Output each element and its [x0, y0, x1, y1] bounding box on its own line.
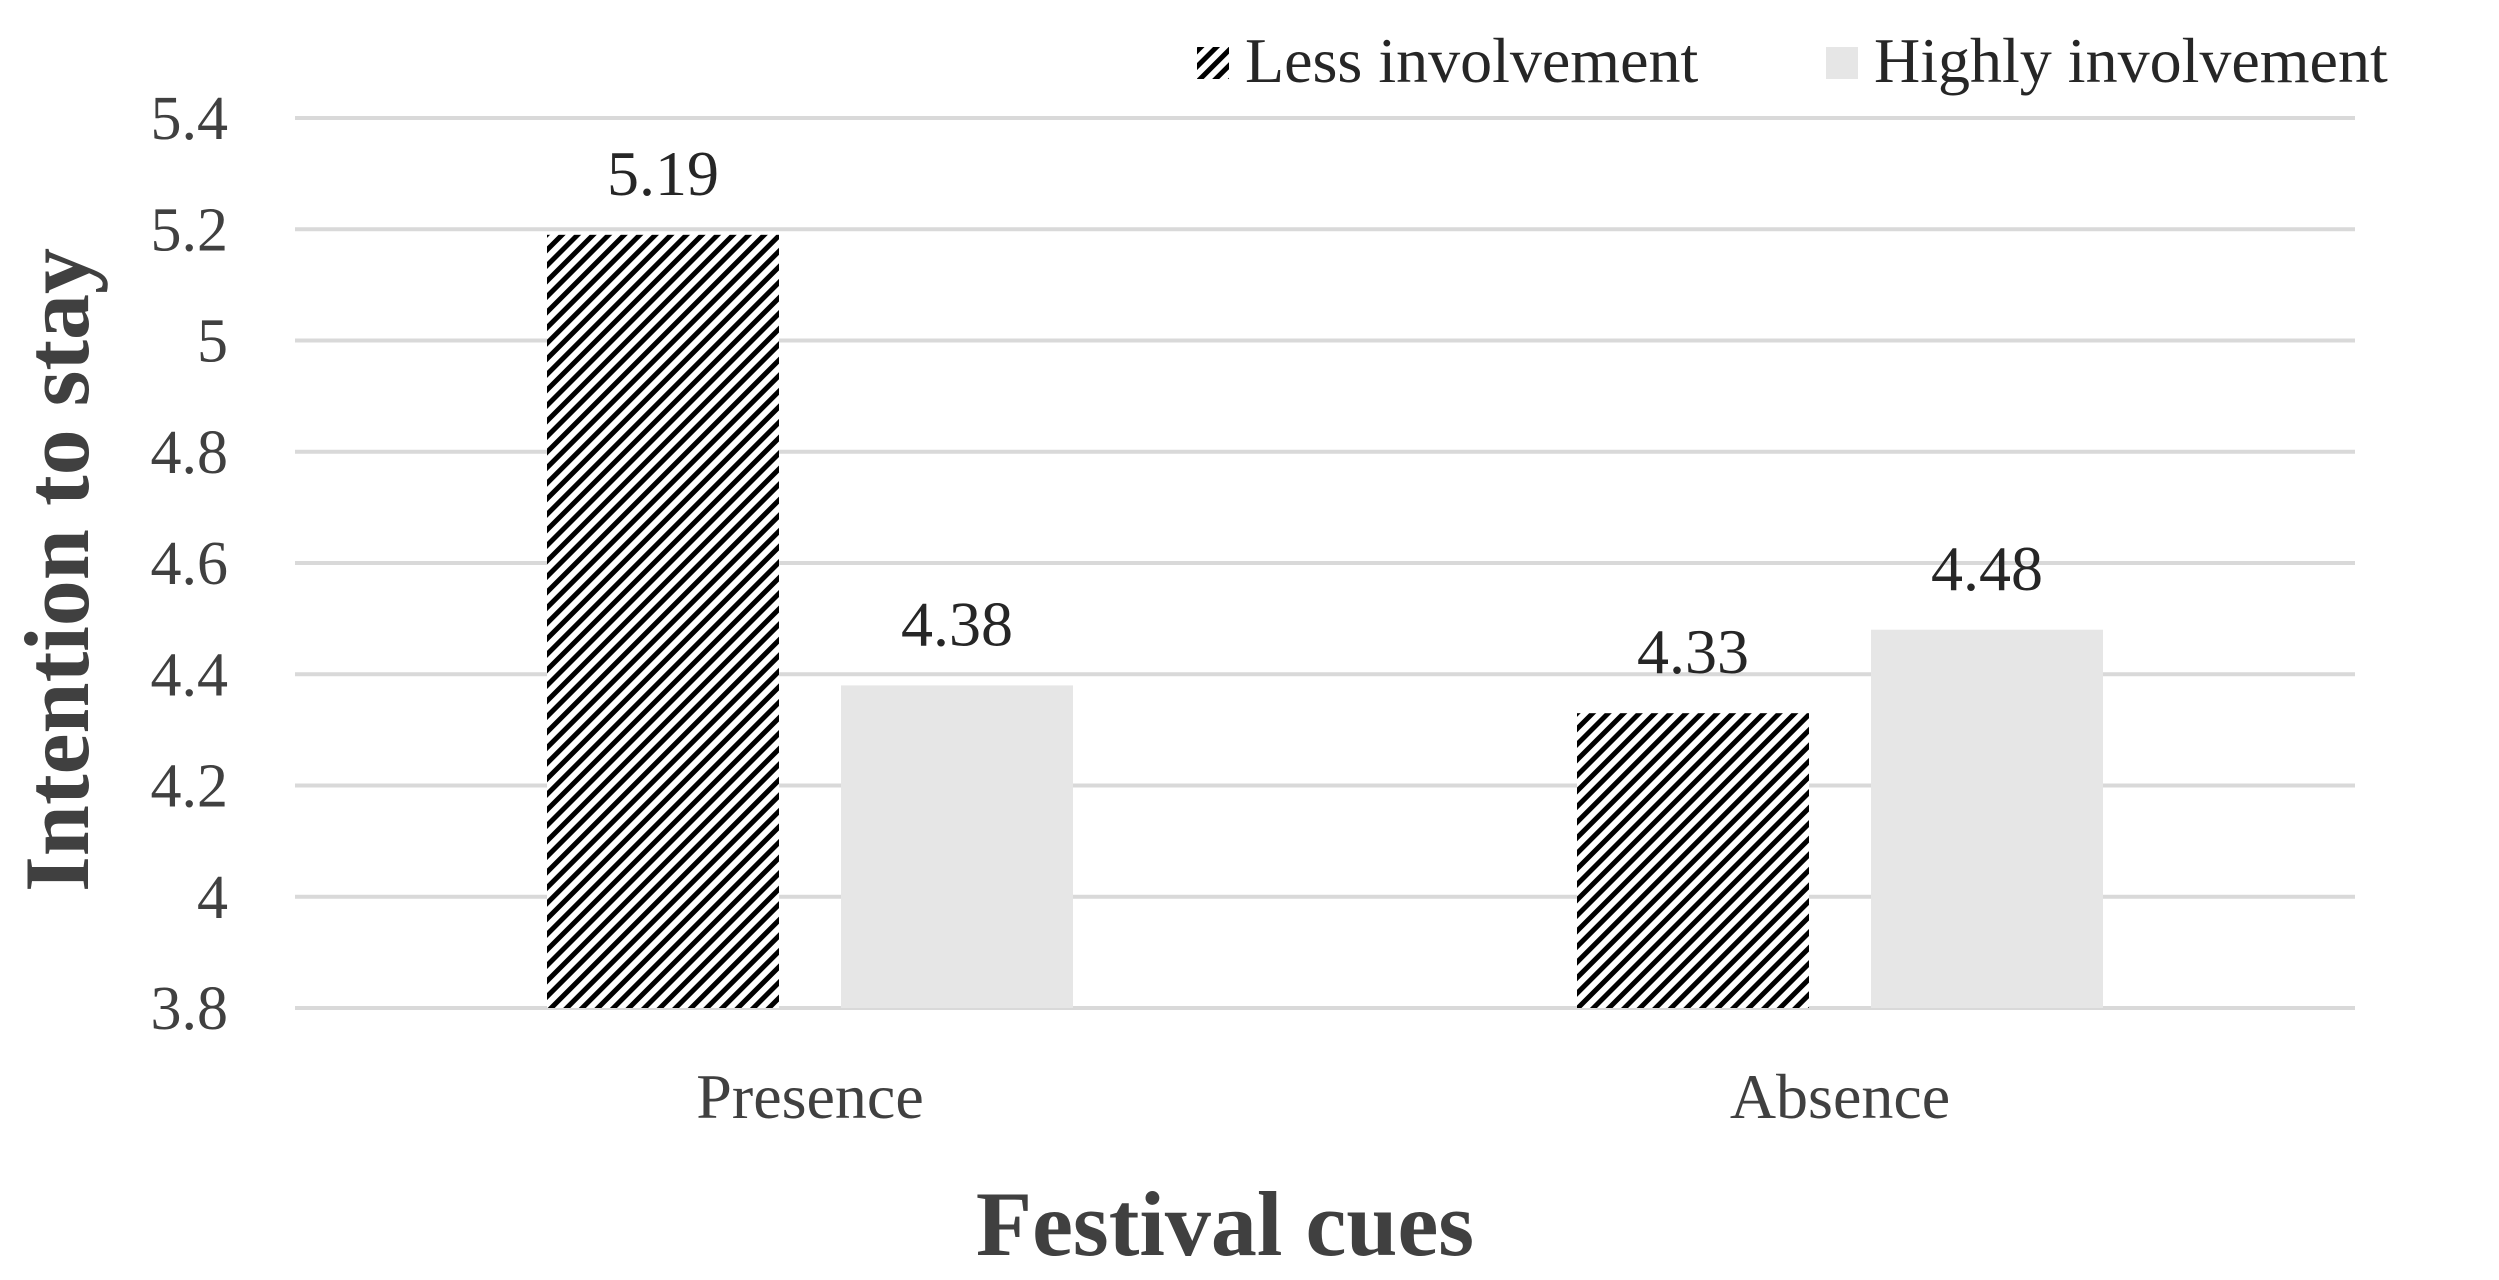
y-tick-label: 4.8 — [151, 419, 229, 487]
legend-swatch-highly-involvement — [1826, 47, 1858, 79]
legend: Less involvement Highly involvement — [1197, 25, 2388, 96]
x-category-label: Presence — [696, 1061, 923, 1132]
legend-label-less-involvement: Less involvement — [1245, 25, 1698, 96]
x-category-label: Absence — [1730, 1061, 1950, 1132]
bar-less-involvement — [1577, 713, 1809, 1008]
data-label: 4.38 — [901, 588, 1013, 659]
data-label: 5.19 — [607, 138, 719, 209]
bar-highly-involvement — [841, 685, 1073, 1008]
bar-highly-involvement — [1871, 629, 2103, 1008]
data-label: 4.48 — [1931, 533, 2043, 604]
y-tick-label: 4 — [197, 864, 228, 932]
y-tick-label: 4.2 — [151, 753, 229, 821]
y-tick-label: 3.8 — [151, 975, 229, 1043]
legend-swatch-less-involvement — [1197, 47, 1229, 79]
bars — [547, 234, 2103, 1008]
data-label: 4.33 — [1637, 616, 1749, 687]
y-tick-label: 5 — [197, 308, 228, 376]
y-tick-label: 5.4 — [151, 85, 229, 153]
y-axis-title: Intention to stay — [6, 248, 108, 892]
y-axis-ticks: 3.8 4 4.2 4.4 4.6 4.8 5 5.2 5.4 — [151, 85, 229, 1043]
bar-less-involvement — [547, 234, 779, 1008]
x-axis-title: Festival cues — [976, 1173, 1474, 1275]
x-axis-categories: Presence Absence — [696, 1061, 1950, 1132]
y-tick-label: 4.4 — [151, 641, 229, 709]
data-labels: 5.19 4.38 4.33 4.48 — [607, 138, 2043, 687]
y-tick-label: 5.2 — [151, 196, 229, 264]
legend-label-highly-involvement: Highly involvement — [1874, 25, 2388, 96]
y-tick-label: 4.6 — [151, 530, 229, 598]
